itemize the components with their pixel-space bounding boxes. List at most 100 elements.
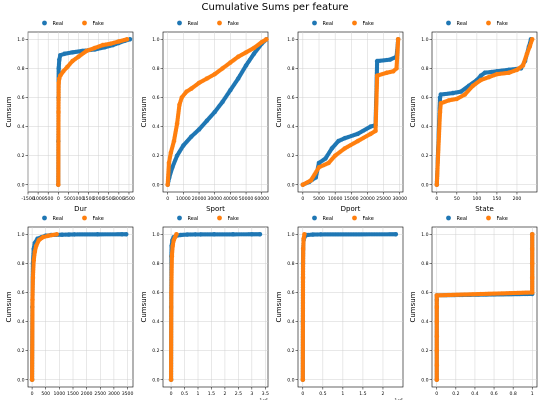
legend-marker: [352, 215, 357, 221]
y-axis-label: Cumsum: [5, 96, 13, 127]
y-tick-label: 0.8: [152, 261, 159, 267]
legend-marker: [82, 20, 87, 26]
x-axis-label: Sport: [206, 205, 225, 213]
y-tick-label: 1.0: [421, 232, 428, 238]
x-tick-label: 2.5: [235, 391, 242, 397]
data-point: [264, 36, 269, 42]
y-tick-label: 0.8: [421, 261, 428, 267]
data-point: [124, 36, 130, 42]
series-fake: [168, 231, 179, 383]
legend-label: Real: [457, 216, 468, 222]
chart-panel-label: 00.20.40.60.810.00.20.40.60.81.0LabelCum…: [409, 215, 538, 397]
x-tick-label: 150: [493, 196, 502, 202]
y-tick-label: 0.0: [421, 182, 428, 188]
x-tick-label: 50: [454, 196, 460, 202]
series-fake: [165, 36, 269, 188]
x-axis-label: Dur: [74, 205, 87, 213]
chart-panel-totbytes: 00.511.522.533.50.00.20.40.60.81.01e6Tot…: [140, 215, 269, 400]
x-tick-label: 2: [381, 391, 384, 397]
x-tick-label: 0: [435, 196, 438, 202]
legend: Real Fake: [177, 215, 239, 222]
legend-marker: [217, 215, 222, 221]
legend-marker: [177, 20, 182, 26]
x-tick-label: 1500: [83, 196, 95, 202]
legend-label: Real: [188, 216, 199, 222]
x-tick-label: 0.8: [509, 391, 516, 397]
x-tick-label: 0: [170, 391, 173, 397]
legend: Real Fake: [446, 215, 508, 222]
y-tick-label: 0.6: [17, 95, 24, 101]
x-tick-label: 3500: [123, 196, 135, 202]
legend-label: Fake: [497, 21, 508, 27]
chart-panel-sport: 0 10000 20000 30000 40000 50000 60000 0.0 0.2 0.4…: [140, 20, 269, 213]
x-tick-label: 1: [531, 391, 534, 397]
y-tick-label: 0.8: [421, 66, 428, 72]
y-tick-label: 0.6: [152, 290, 159, 296]
axes-frame: [431, 31, 538, 193]
data-point: [174, 231, 179, 237]
y-tick-label: 1.0: [152, 232, 159, 238]
x-tick-label: 0: [301, 196, 304, 202]
legend-marker: [352, 20, 357, 26]
y-tick-label: 0.6: [421, 290, 428, 296]
y-axis-label: Cumsum: [275, 291, 283, 322]
y-tick-label: 0.4: [421, 124, 428, 130]
y-tick-label: 0.0: [287, 377, 294, 383]
y-tick-label: 0.8: [287, 66, 294, 72]
axes-frame: [297, 226, 404, 388]
x-tick-label: 0.5: [319, 391, 326, 397]
y-tick-label: 0.0: [152, 182, 159, 188]
x-tick-label: 2500: [103, 196, 115, 202]
chart-panel-dur: -1500-1000-500 0 500 1000150020002500300035…: [5, 20, 135, 213]
x-tick-label: 0.6: [490, 391, 497, 397]
x-tick-label: 3000: [113, 196, 125, 202]
x-tick-label: 1: [341, 391, 344, 397]
y-tick-label: 0.4: [152, 319, 159, 325]
data-point: [123, 231, 129, 237]
series-fake: [29, 231, 59, 383]
y-tick-label: 0.4: [152, 124, 159, 130]
x-tick-label: 5000: [313, 196, 325, 202]
y-tick-label: 0.8: [287, 261, 294, 267]
x-tick-label: 2000: [81, 391, 93, 397]
legend-label: Real: [188, 21, 199, 27]
axes-frame: [162, 226, 269, 388]
x-tick-label: 1500: [67, 391, 79, 397]
x-tick-label: 2000: [93, 196, 105, 202]
x-tick-label: 0: [166, 196, 169, 202]
data-point: [529, 36, 535, 42]
y-tick-label: 0.8: [152, 66, 159, 72]
x-tick-label: 2500: [94, 391, 106, 397]
legend: Real Fake: [446, 20, 508, 27]
series-fake: [55, 36, 130, 188]
x-tick-label: 10000: [328, 196, 343, 202]
legend-marker: [446, 20, 451, 26]
x-tick-label: 1.5: [208, 391, 215, 397]
legend: Real Fake: [312, 20, 374, 27]
legend-marker: [486, 20, 491, 26]
legend-marker: [312, 20, 317, 26]
x-tick-label: -1500: [21, 196, 34, 202]
x-tick-label: 500: [41, 391, 50, 397]
data-point: [257, 231, 263, 237]
legend: Real Fake: [312, 215, 374, 222]
y-tick-label: 0.8: [17, 261, 24, 267]
x-tick-label: 10000: [176, 196, 191, 202]
x-tick-label: -1000: [31, 196, 44, 202]
x-tick-label: 0: [435, 391, 438, 397]
series-real: [165, 36, 269, 188]
y-tick-label: 0.8: [17, 66, 24, 72]
y-tick-label: 0.0: [152, 377, 159, 383]
y-tick-label: 0.4: [17, 124, 24, 130]
y-tick-label: 0.2: [152, 348, 159, 354]
data-point: [54, 231, 59, 237]
legend-marker: [42, 20, 47, 26]
y-tick-label: 0.0: [17, 182, 24, 188]
x-tick-label: 0: [301, 391, 304, 397]
y-tick-label: 0.4: [287, 319, 294, 325]
y-tick-label: 0.2: [421, 153, 428, 159]
x-tick-label: 25000: [376, 196, 391, 202]
legend-marker: [312, 215, 317, 221]
x-tick-label: 1.5: [359, 391, 366, 397]
x-tick-label: 15000: [344, 196, 359, 202]
